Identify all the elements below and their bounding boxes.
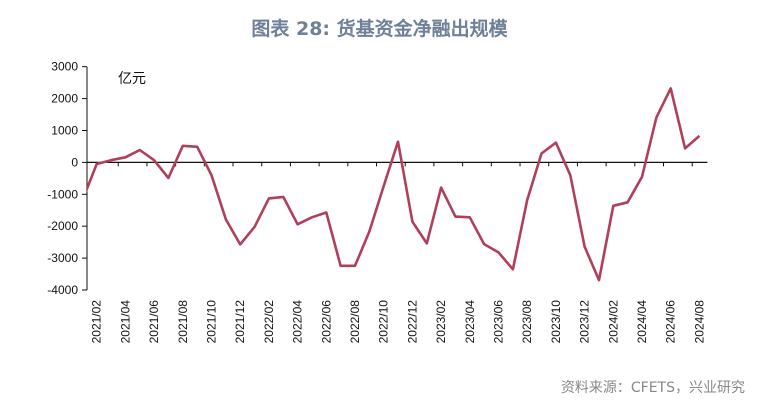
y-tick-label: -3000 bbox=[47, 251, 78, 265]
x-tick-label: 2022/04 bbox=[291, 300, 305, 344]
x-tick-label: 2021/04 bbox=[118, 300, 132, 344]
x-tick-label: 2022/10 bbox=[377, 300, 391, 344]
x-tick-label: 2022/02 bbox=[262, 300, 276, 344]
x-tick-label: 2022/12 bbox=[405, 300, 419, 344]
x-tick-label: 2023/12 bbox=[578, 300, 592, 344]
x-tick-label: 2021/06 bbox=[147, 300, 161, 344]
x-tick-label: 2024/08 bbox=[692, 300, 706, 344]
x-tick-label: 2021/12 bbox=[233, 300, 247, 344]
x-tick-label: 2024/06 bbox=[664, 300, 678, 344]
x-tick-label: 2023/06 bbox=[492, 300, 506, 344]
x-tick-label: 2023/04 bbox=[463, 300, 477, 344]
x-tick-label: 2021/10 bbox=[205, 300, 219, 344]
y-tick-label: -1000 bbox=[47, 187, 78, 201]
x-tick-label: 2022/08 bbox=[348, 300, 362, 344]
x-tick-label: 2023/08 bbox=[520, 300, 534, 344]
series-line bbox=[87, 87, 701, 282]
y-tick-label: 1000 bbox=[51, 124, 78, 138]
x-tick-label: 2023/02 bbox=[434, 300, 448, 344]
y-tick-label: 0 bbox=[71, 155, 78, 169]
y-tick-label: 2000 bbox=[51, 92, 78, 106]
y-tick-label: -2000 bbox=[47, 219, 78, 233]
x-tick-label: 2022/06 bbox=[319, 300, 333, 344]
y-tick-label: 3000 bbox=[51, 60, 78, 74]
x-tick-label: 2024/02 bbox=[606, 300, 620, 344]
y-tick-label: -4000 bbox=[47, 283, 78, 297]
x-tick-label: 2021/08 bbox=[176, 300, 190, 344]
chart-title: 图表 28: 货基资金净融出规模 bbox=[251, 18, 508, 40]
x-tick-label: 2024/04 bbox=[635, 300, 649, 344]
x-tick-label: 2023/10 bbox=[549, 300, 563, 344]
unit-label: 亿元 bbox=[118, 71, 146, 87]
source-note: 资料来源：CFETS，兴业研究 bbox=[560, 380, 745, 396]
x-tick-label: 2021/02 bbox=[90, 300, 104, 344]
